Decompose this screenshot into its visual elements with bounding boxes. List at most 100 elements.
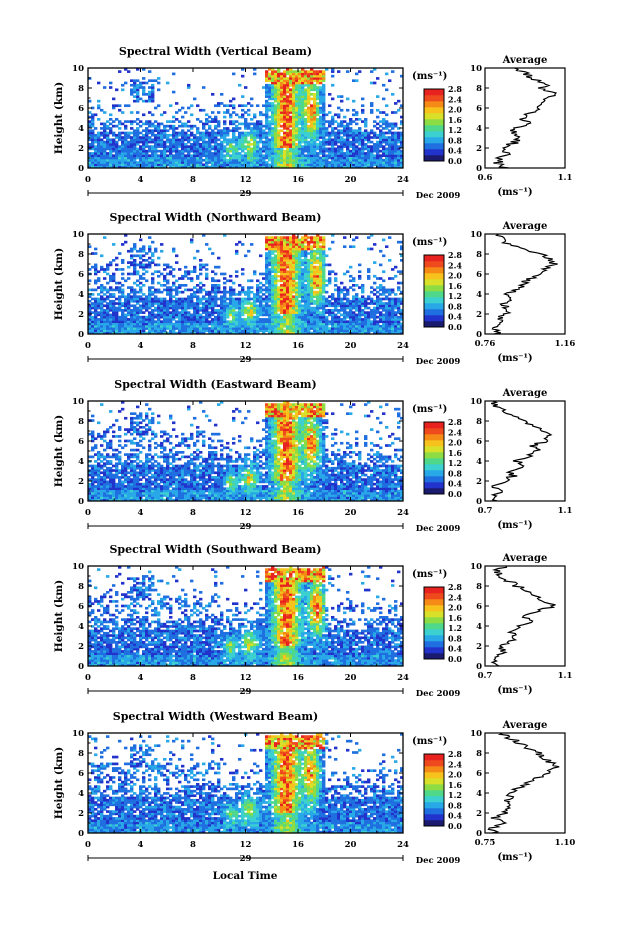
heatmap-cell xyxy=(301,304,305,308)
heatmap-cell xyxy=(364,120,368,123)
heatmap-cell xyxy=(262,113,266,117)
heatmap-cell xyxy=(322,104,326,108)
heatmap-cell xyxy=(190,304,194,308)
heatmap-cell xyxy=(283,145,287,148)
heatmap-cell xyxy=(217,279,221,283)
heatmap-cell xyxy=(304,240,308,244)
heatmap-cell xyxy=(286,243,290,246)
heatmap-cell xyxy=(157,127,161,130)
heatmap-cell xyxy=(247,327,251,330)
heatmap-cell xyxy=(400,163,404,167)
heatmap-cell xyxy=(292,315,296,319)
heatmap-cell xyxy=(310,247,314,251)
heatmap-cell xyxy=(217,311,221,314)
heatmap-cell xyxy=(196,140,200,144)
heatmap-cell xyxy=(193,158,197,162)
heatmap-cell xyxy=(193,309,197,312)
heatmap-cell xyxy=(322,127,326,130)
heatmap-cell xyxy=(328,154,332,158)
heatmap-cell xyxy=(331,295,335,299)
heatmap-cell xyxy=(304,290,308,294)
heatmap-cell xyxy=(319,290,323,294)
heatmap-cell xyxy=(154,322,158,326)
heatmap-cell xyxy=(307,329,311,333)
heatmap-cell xyxy=(247,331,251,335)
heatmap-cell xyxy=(310,79,314,83)
heatmap-cell xyxy=(196,161,200,164)
heatmap-cell xyxy=(295,297,299,301)
heatmap-cell xyxy=(94,163,98,167)
heatmap-cell xyxy=(100,154,104,158)
heatmap-cell xyxy=(277,143,281,146)
heatmap-cell xyxy=(151,86,155,89)
heatmap-cell xyxy=(136,83,140,87)
heatmap-cell xyxy=(151,131,155,135)
heatmap-cell xyxy=(130,147,134,151)
heatmap-cell xyxy=(256,161,260,164)
heatmap-cell xyxy=(217,124,221,128)
heatmap-cell xyxy=(259,124,263,128)
heatmap-cell xyxy=(121,111,125,114)
heatmap-cell xyxy=(157,329,161,333)
heatmap-cell xyxy=(232,320,236,324)
heatmap-cell xyxy=(268,74,272,78)
heatmap-cell xyxy=(175,118,179,121)
heatmap-cell xyxy=(166,290,170,294)
heatmap-cell xyxy=(328,309,332,312)
heatmap-cell xyxy=(397,149,401,153)
heatmap-cell xyxy=(211,129,215,133)
heatmap-cell xyxy=(271,95,275,98)
heatmap-cell xyxy=(268,72,272,76)
heatmap-cell xyxy=(307,149,311,153)
heatmap-cell xyxy=(274,263,278,267)
heatmap-cell xyxy=(274,145,278,148)
heatmap-cell xyxy=(277,90,281,94)
heatmap-cell xyxy=(397,140,401,144)
heatmap-cell xyxy=(124,240,128,244)
heatmap-cell xyxy=(382,127,386,130)
heatmap-cell xyxy=(322,322,326,326)
heatmap-cell xyxy=(190,299,194,303)
heatmap-cell xyxy=(139,281,143,285)
heatmap-cell xyxy=(91,145,95,148)
heatmap-cell xyxy=(88,324,92,328)
panel-title: Spectral Width (Vertical Beam) xyxy=(119,45,312,58)
heatmap-cell xyxy=(133,156,137,160)
heatmap-cell xyxy=(277,77,281,80)
heatmap-cell xyxy=(142,327,146,330)
heatmap-cell xyxy=(160,315,164,319)
heatmap-cell xyxy=(271,108,275,112)
heatmap-cell xyxy=(142,140,146,144)
heatmap-cell xyxy=(283,322,287,326)
heatmap-cell xyxy=(391,111,395,114)
heatmap-cell xyxy=(265,154,269,158)
heatmap-cell xyxy=(286,236,290,239)
heatmap-cell xyxy=(346,293,350,296)
heatmap-cell xyxy=(253,133,257,137)
heatmap-cell xyxy=(196,311,200,314)
heatmap-cell xyxy=(184,133,188,137)
heatmap-cell xyxy=(274,295,278,299)
heatmap-cell xyxy=(232,318,236,321)
heatmap-cell xyxy=(235,127,239,130)
heatmap-cell xyxy=(112,324,116,328)
heatmap-cell xyxy=(295,99,299,103)
heatmap-cell xyxy=(121,156,125,160)
heatmap-cell xyxy=(106,297,110,301)
heatmap-cell xyxy=(319,129,323,133)
heatmap-cell xyxy=(106,322,110,326)
heatmap-cell xyxy=(274,133,278,137)
heatmap-cell xyxy=(232,136,236,139)
heatmap-cell xyxy=(319,81,323,85)
heatmap-cell xyxy=(322,108,326,112)
heatmap-cell xyxy=(304,234,308,237)
heatmap-cell xyxy=(151,97,155,101)
heatmap-cell xyxy=(289,152,293,155)
heatmap-cell xyxy=(325,299,329,303)
heatmap-cell xyxy=(331,154,335,158)
heatmap-cell xyxy=(142,247,146,251)
heatmap-cell xyxy=(322,286,326,289)
heatmap-cell xyxy=(304,124,308,128)
heatmap-cell xyxy=(214,297,218,301)
heatmap-cell xyxy=(112,156,116,160)
